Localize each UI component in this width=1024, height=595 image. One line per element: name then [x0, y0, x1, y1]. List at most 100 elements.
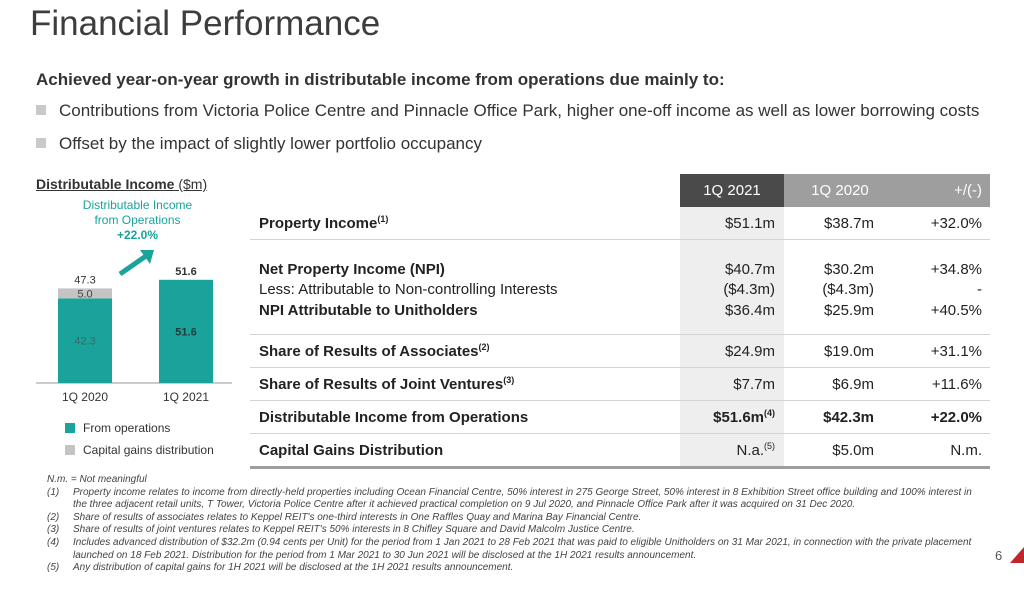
table-row: Net Property Income (NPI) $40.7m $30.2m …: [250, 239, 990, 278]
footnote-ref: (5): [764, 441, 775, 451]
cell-prior: $19.0m: [784, 334, 896, 368]
table-row: Capital Gains Distribution N.a.(5) $5.0m…: [250, 433, 990, 469]
header-current: 1Q 2021: [680, 174, 784, 207]
bullet-text: Contributions from Victoria Police Centr…: [59, 101, 980, 120]
annotation-growth: +22.0%: [116, 228, 159, 242]
growth-arrow-icon: [118, 253, 148, 277]
cell-value: N.a.: [736, 442, 764, 459]
table-row: Share of Results of Associates(2) $24.9m…: [250, 334, 990, 368]
legend-item-capital-gains: Capital gains distribution: [65, 443, 214, 457]
cell-prior: $42.3m: [784, 400, 896, 434]
footnote-number: (4): [47, 536, 60, 548]
footnote-text: Any distribution of capital gains for 1H…: [73, 562, 514, 574]
bullet-square-icon: [36, 104, 46, 115]
bullet-square-icon: [36, 137, 46, 148]
cell-prior: $30.2m: [823, 261, 874, 278]
cell-current: ($4.3m): [680, 278, 784, 300]
cell-current: $36.4m: [680, 300, 784, 335]
row-label: NPI Attributable to Unitholders: [250, 300, 680, 335]
chart-title-text: Distributable Income: [36, 176, 175, 192]
legend-swatch-capital-gains: [65, 444, 75, 455]
subheading: Achieved year-on-year growth in distribu…: [36, 70, 725, 89]
bar-segment: [159, 279, 213, 383]
row-label: Less: Attributable to Non-controlling In…: [259, 280, 558, 298]
cell-current: N.a.(5): [680, 433, 784, 469]
cell-change: +22.0%: [896, 400, 990, 434]
cell-change: -: [977, 280, 982, 298]
cell-value: $51.6m: [713, 409, 764, 426]
legend-label: From operations: [83, 421, 171, 435]
footnote: (1) Property income relates to income fro…: [47, 487, 987, 512]
bullet-text: Offset by the impact of slightly lower p…: [59, 134, 482, 153]
footnote-number: (1): [47, 486, 60, 498]
table-row: Distributable Income from Operations $51…: [250, 400, 990, 434]
footnote: (4) Includes advanced distribution of $32…: [47, 537, 987, 562]
footnote-number: (3): [47, 524, 60, 536]
row-label-text: Share of Results of Associates: [259, 343, 479, 360]
table-row: NPI Attributable to Unitholders $36.4m $…: [250, 300, 990, 335]
cell-prior: $6.9m: [784, 367, 896, 401]
cell-change: +31.1%: [896, 334, 990, 368]
financial-table: 1Q 2021 1Q 2020 +/(-) Property Income(1)…: [250, 174, 990, 469]
chart-annotation: Distributable Income from Operations +22…: [70, 198, 205, 243]
cell-prior: $5.0m: [784, 433, 896, 469]
bar-segment: [58, 298, 112, 383]
bullet-item: Offset by the impact of slightly lower p…: [36, 134, 1024, 154]
row-label: Distributable Income from Operations: [250, 400, 680, 434]
table-header-row: 1Q 2021 1Q 2020 +/(-): [250, 174, 990, 207]
cell-change: +11.6%: [896, 367, 990, 401]
footnote: (3) Share of results of joint ventures re…: [47, 524, 987, 537]
chart-title: Distributable Income ($m): [36, 176, 207, 192]
footnote-text: Share of results of associates relates t…: [73, 511, 642, 523]
row-label: Share of Results of Associates(2): [250, 334, 680, 368]
cell-current: $7.7m: [680, 367, 784, 401]
cell-prior: $25.9m: [784, 300, 896, 335]
distributable-income-chart: 42.3 5.0 47.3 1Q 2020 51.6 51.6 1Q 2021: [36, 250, 232, 404]
footnote-ref: (2): [478, 342, 490, 352]
footnote-ref: (1): [377, 214, 389, 224]
bar-value-label: 51.6: [175, 326, 196, 338]
page-number: 6: [995, 548, 1003, 563]
annotation-line-2: from Operations: [94, 213, 181, 227]
legend-label: Capital gains distribution: [83, 443, 214, 457]
bar-value-label: 42.3: [74, 336, 95, 348]
cell-change: +34.8%: [930, 261, 982, 278]
legend-item-operations: From operations: [65, 421, 170, 435]
legend-swatch-operations: [65, 422, 75, 433]
cell-prior: $38.7m: [784, 207, 896, 240]
cell-change: +40.5%: [896, 300, 990, 335]
bar-segment: [58, 288, 112, 299]
row-label: Share of Results of Joint Ventures(3): [250, 367, 680, 401]
cell-change: N.m.: [896, 433, 990, 469]
row-label: Net Property Income (NPI): [259, 261, 445, 278]
footnote-number: (2): [47, 511, 60, 523]
bar-total-label: 51.6: [175, 266, 196, 278]
cell-change: +32.0%: [896, 207, 990, 240]
row-label: Capital Gains Distribution: [250, 433, 680, 469]
row-label-text: Share of Results of Joint Ventures: [259, 376, 504, 393]
footnote-ref: (4): [764, 408, 775, 418]
footnote-number: (5): [47, 562, 60, 574]
footnote-ref: (3): [503, 375, 515, 385]
bullet-item: Contributions from Victoria Police Centr…: [36, 101, 1024, 121]
bar-value-label: 5.0: [77, 288, 92, 300]
footnotes: N.m. = Not meaningful (1) Property income…: [47, 474, 987, 575]
row-label-text: Property Income: [259, 215, 378, 232]
table-row: Property Income(1) $51.1m $38.7m +32.0%: [250, 207, 990, 240]
row-label: Property Income(1): [250, 207, 680, 240]
header-blank: [250, 174, 680, 207]
cell-current: $51.1m: [680, 207, 784, 240]
table-row: Less: Attributable to Non-controlling In…: [250, 278, 990, 300]
cell-current: $24.9m: [680, 334, 784, 368]
footnote-text: Property income relates to income from d…: [73, 486, 972, 511]
footnote: (5) Any distribution of capital gains for…: [47, 562, 987, 575]
cell-current: $51.6m(4): [680, 400, 784, 434]
footnote: (2) Share of results of associates relate…: [47, 512, 987, 525]
brand-corner-mark: [1010, 547, 1024, 563]
annotation-line-1: Distributable Income: [82, 198, 193, 212]
bar-total-label: 47.3: [74, 274, 95, 286]
header-prior: 1Q 2020: [784, 174, 896, 207]
cell-prior: ($4.3m): [822, 280, 874, 298]
footnote-text: Share of results of joint ventures relat…: [73, 524, 635, 536]
category-label: 1Q 2020: [62, 390, 108, 404]
